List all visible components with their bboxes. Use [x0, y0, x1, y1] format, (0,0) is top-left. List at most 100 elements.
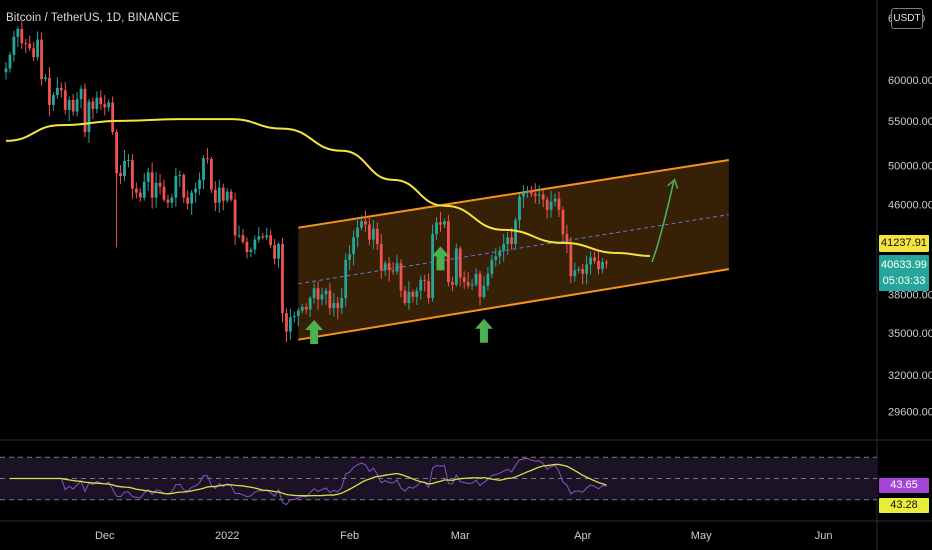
- candle[interactable]: [431, 224, 434, 302]
- candle[interactable]: [4, 61, 8, 80]
- candle[interactable]: [454, 243, 458, 287]
- rsi-line[interactable]: [9, 458, 607, 506]
- candle[interactable]: [336, 296, 340, 320]
- time-axis[interactable]: Dec 2022 Feb Mar Apr May Jun: [95, 530, 833, 542]
- candle[interactable]: [529, 185, 533, 197]
- candle-layer[interactable]: [4, 21, 608, 343]
- candle[interactable]: [63, 82, 67, 115]
- candle[interactable]: [427, 273, 431, 304]
- candle[interactable]: [450, 276, 454, 292]
- candle[interactable]: [585, 255, 589, 285]
- candle[interactable]: [91, 97, 95, 120]
- candle[interactable]: [174, 167, 178, 207]
- candle[interactable]: [462, 271, 466, 290]
- channel-lower-line[interactable]: [298, 268, 730, 341]
- candle[interactable]: [348, 244, 352, 271]
- candle[interactable]: [368, 216, 371, 246]
- candle[interactable]: [300, 304, 304, 314]
- candle[interactable]: [249, 247, 253, 258]
- candle[interactable]: [166, 194, 170, 208]
- candle[interactable]: [344, 253, 348, 307]
- candle[interactable]: [245, 237, 249, 259]
- candle[interactable]: [194, 182, 197, 203]
- candle[interactable]: [328, 282, 332, 315]
- candle[interactable]: [289, 308, 292, 340]
- candle[interactable]: [411, 289, 415, 303]
- candle[interactable]: [601, 257, 604, 274]
- support-up-arrow-icon[interactable]: [305, 319, 324, 344]
- candle[interactable]: [261, 232, 265, 240]
- candle[interactable]: [273, 238, 276, 265]
- candle[interactable]: [154, 172, 158, 208]
- candle[interactable]: [391, 262, 395, 275]
- candle[interactable]: [269, 229, 273, 249]
- candle[interactable]: [502, 233, 506, 262]
- candle[interactable]: [158, 173, 162, 195]
- candle[interactable]: [597, 250, 600, 275]
- candle[interactable]: [210, 156, 213, 193]
- candle[interactable]: [178, 170, 182, 187]
- projection-line[interactable]: [651, 181, 675, 263]
- candle[interactable]: [83, 83, 87, 138]
- candle[interactable]: [565, 224, 569, 253]
- channel-upper-line[interactable]: [298, 158, 730, 229]
- candle[interactable]: [474, 268, 478, 287]
- candle[interactable]: [447, 214, 450, 287]
- candle[interactable]: [277, 242, 280, 268]
- candle[interactable]: [549, 190, 553, 218]
- candle[interactable]: [526, 186, 529, 198]
- candle[interactable]: [67, 96, 71, 122]
- candle[interactable]: [332, 292, 336, 317]
- candle[interactable]: [79, 85, 83, 109]
- candle[interactable]: [217, 179, 221, 213]
- candle[interactable]: [320, 287, 324, 306]
- candle[interactable]: [514, 217, 517, 248]
- candle[interactable]: [75, 92, 79, 117]
- symbol-title[interactable]: Bitcoin / TetherUS, 1D, BINANCE: [6, 12, 180, 24]
- rsi-pane[interactable]: [0, 456, 877, 506]
- candle[interactable]: [537, 185, 541, 205]
- candle[interactable]: [581, 263, 585, 285]
- candle[interactable]: [466, 271, 470, 289]
- candle[interactable]: [506, 232, 510, 255]
- candle[interactable]: [241, 228, 245, 245]
- candle[interactable]: [375, 222, 379, 251]
- candle[interactable]: [36, 31, 39, 61]
- candle[interactable]: [48, 67, 51, 117]
- candle[interactable]: [498, 246, 502, 265]
- candle[interactable]: [142, 173, 146, 201]
- candle[interactable]: [257, 227, 261, 243]
- candle[interactable]: [138, 188, 142, 202]
- candle[interactable]: [134, 182, 138, 199]
- candle[interactable]: [170, 193, 174, 209]
- candle[interactable]: [59, 82, 63, 98]
- candle[interactable]: [71, 93, 75, 116]
- candle[interactable]: [545, 196, 549, 219]
- annotation-layer[interactable]: [305, 178, 679, 344]
- candle[interactable]: [419, 275, 423, 300]
- candle[interactable]: [340, 287, 344, 314]
- candle[interactable]: [123, 150, 126, 181]
- candle[interactable]: [383, 260, 387, 276]
- candle[interactable]: [304, 303, 308, 315]
- candle[interactable]: [103, 95, 107, 116]
- candle[interactable]: [593, 251, 596, 264]
- candle[interactable]: [296, 308, 300, 327]
- candle[interactable]: [360, 215, 363, 231]
- candle[interactable]: [439, 212, 442, 232]
- candle[interactable]: [415, 287, 419, 305]
- candle[interactable]: [40, 32, 43, 86]
- candle[interactable]: [482, 276, 486, 299]
- candle[interactable]: [573, 262, 577, 282]
- candle[interactable]: [541, 190, 545, 208]
- candle[interactable]: [127, 154, 130, 168]
- candle[interactable]: [146, 167, 150, 191]
- candle[interactable]: [486, 266, 490, 291]
- candle[interactable]: [494, 247, 498, 267]
- candle[interactable]: [435, 217, 438, 240]
- candle[interactable]: [316, 281, 320, 310]
- candle[interactable]: [99, 90, 103, 110]
- candle[interactable]: [182, 173, 186, 203]
- candle[interactable]: [522, 185, 525, 208]
- moving-average-line[interactable]: [5, 118, 650, 257]
